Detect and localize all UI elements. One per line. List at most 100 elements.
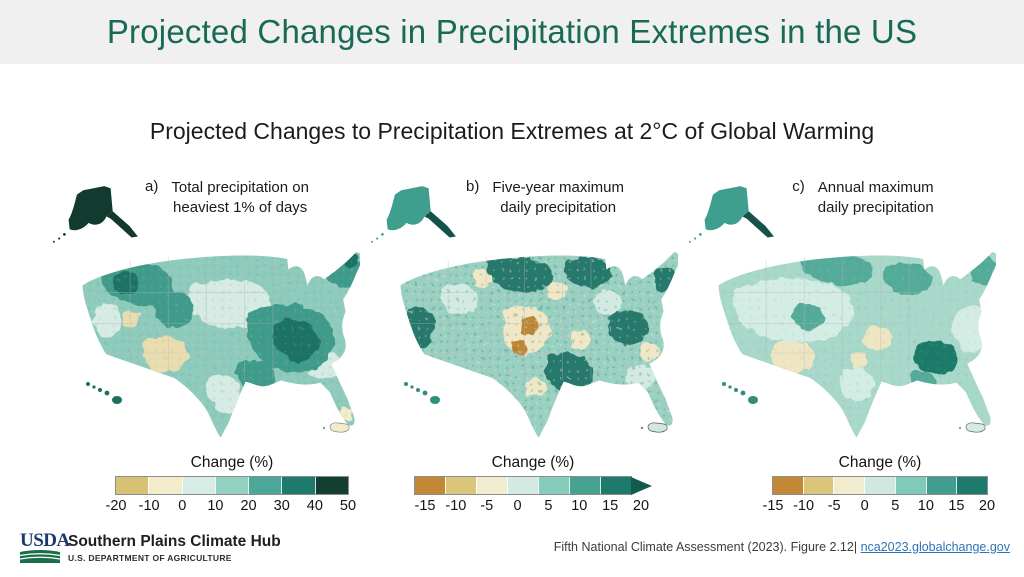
usda-logo: USDA: [19, 530, 70, 568]
map-shading: [718, 251, 996, 438]
legend-tick-label: -5: [480, 498, 494, 514]
legend-segment: [181, 477, 215, 494]
legend-arrow: [631, 476, 652, 495]
legend-segment: [956, 477, 988, 494]
map-shading: [400, 251, 678, 438]
legend-tick-label: 40: [306, 498, 323, 514]
legend-tick-label: -10: [793, 498, 815, 514]
slide-title: Projected Changes in Precipitation Extre…: [106, 13, 918, 50]
legend-tick-label: -5: [827, 498, 841, 514]
legend-panel-c: Change (%) -15 -10 -5 0 5 10 15 20: [721, 454, 1024, 516]
legend-tick-label: -10: [138, 498, 160, 514]
legend-tick-label: 30: [273, 498, 290, 514]
us-map-panel-a: [52, 186, 360, 438]
legend-tick-label: 5: [891, 498, 900, 514]
legend-segment: [894, 477, 926, 494]
legend-bar: [772, 476, 988, 495]
legend-ticks: -15 -10 -5 0 5 10 15 20: [763, 498, 996, 516]
usda-wordmark: USDA: [20, 530, 70, 551]
conus-shape: [82, 251, 360, 438]
panel-b-label: b): [465, 178, 480, 195]
usda-swoosh-icon: [19, 550, 61, 563]
legend-panel-b: Change (%) -15 -10 -5 0 5 10 15 20: [374, 454, 692, 516]
legend-tick-label: 50: [339, 498, 357, 514]
legend-segment: [538, 477, 569, 494]
map-panels: a) Total precipitation on heaviest 1% of…: [42, 172, 996, 524]
panel-a-label: a): [145, 178, 159, 195]
legend-segment: [864, 477, 895, 494]
legend-segment: [116, 477, 149, 494]
legend-title-b: Change (%): [491, 454, 575, 471]
legend-title-a: Change (%): [190, 454, 274, 471]
legend-segment: [415, 477, 445, 494]
legend-ticks: -15 -10 -5 0 5 10 15 20: [415, 498, 650, 516]
legend-tick-label: 0: [178, 498, 187, 514]
legend-tick-label: -15: [414, 498, 436, 514]
conus-shape: [718, 251, 996, 438]
hawaii-shape: [86, 382, 122, 404]
legend-tick-label: 20: [632, 498, 650, 514]
puerto-rico-shape: [640, 422, 668, 433]
legend-tick-label: 10: [207, 498, 224, 514]
panel-a: a) Total precipitation on heaviest 1% of…: [42, 172, 360, 524]
legend-segment: [600, 477, 631, 494]
panel-c-caption-line1: Annual maximum: [817, 179, 934, 196]
legend-ticks: -20 -10 0 10 20 30 40 50: [106, 498, 357, 516]
legend-tick-label: 10: [917, 498, 934, 514]
legend-segment: [445, 477, 476, 494]
legend-segment: [802, 477, 834, 494]
legend-tick-label: -15: [762, 498, 784, 514]
panel-c: c) Annual maximum daily precipitation: [678, 172, 996, 524]
legend-segment: [248, 477, 282, 494]
legend-tick-label: 5: [544, 498, 553, 514]
legend-tick-label: 10: [571, 498, 588, 514]
citation-link[interactable]: nca2023.globalchange.gov: [860, 540, 1010, 554]
panel-b: b) Five-year maximum daily precipitation: [360, 172, 678, 524]
legend-panel-a: Change (%) -20 -10 0 10 20 30 40 50: [73, 454, 391, 516]
legend-segment: [569, 477, 600, 494]
puerto-rico-shape: [958, 422, 986, 433]
legend-tick-label: 15: [602, 498, 619, 514]
legend-tick-label: 0: [513, 498, 522, 514]
legend-tick-label: 0: [860, 498, 869, 514]
panel-a-caption: a) Total precipitation on heaviest 1% of…: [102, 178, 352, 217]
slide-footer: USDA Southern Plains Climate Hub U.S. DE…: [0, 529, 1024, 577]
map-shading: [82, 251, 360, 438]
figure-title: Projected Changes to Precipitation Extre…: [149, 118, 875, 144]
hawaii-shape: [404, 382, 440, 404]
legend-segment: [314, 477, 348, 494]
panel-c-label: c): [792, 178, 805, 195]
panel-c-caption: c) Annual maximum daily precipitation: [738, 178, 988, 217]
panel-b-caption: b) Five-year maximum daily precipitation: [420, 178, 670, 217]
legend-segment: [833, 477, 865, 494]
legend-tick-label: 15: [948, 498, 965, 514]
legend-title-c: Change (%): [838, 454, 922, 471]
legend-segment: [148, 477, 182, 494]
us-map-panel-b: [370, 186, 678, 438]
puerto-rico-shape: [322, 422, 350, 433]
legend-bar: [414, 476, 632, 495]
legend-segment: [281, 477, 315, 494]
panel-c-caption-line2: daily precipitation: [817, 198, 934, 216]
legend-segment: [476, 477, 507, 494]
panel-a-caption-line2: heaviest 1% of days: [173, 198, 308, 216]
citation-text: Fifth National Climate Assessment (2023)…: [553, 540, 861, 554]
legend-segment: [507, 477, 538, 494]
panel-b-caption-line1: Five-year maximum: [492, 179, 625, 196]
citation: Fifth National Climate Assessment (2023)…: [554, 540, 1010, 554]
org-name: Southern Plains Climate Hub: [68, 533, 281, 550]
us-map-panel-c: [688, 186, 996, 438]
legend-segment: [925, 477, 957, 494]
legend-tick-label: 20: [240, 498, 257, 514]
org-block: Southern Plains Climate Hub U.S. DEPARTM…: [68, 533, 281, 563]
legend-tick-label: -20: [105, 498, 127, 514]
legend-bar: [115, 476, 349, 495]
legend-segment: [773, 477, 803, 494]
conus-shape: [400, 251, 678, 438]
legend-tick-label: 20: [978, 498, 996, 514]
org-department: U.S. DEPARTMENT OF AGRICULTURE: [68, 552, 232, 563]
legend-segment: [214, 477, 249, 494]
slide-header: Projected Changes in Precipitation Extre…: [0, 0, 1024, 64]
panel-a-caption-line1: Total precipitation on: [171, 179, 309, 196]
